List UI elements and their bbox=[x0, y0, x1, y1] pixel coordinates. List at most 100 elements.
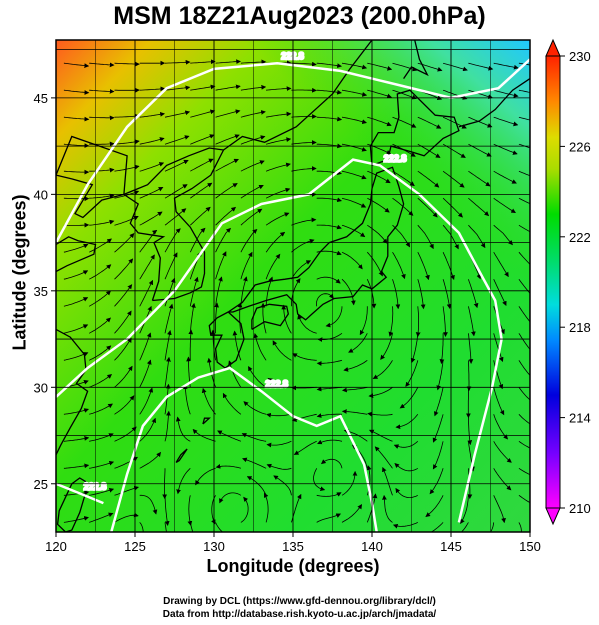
streamline bbox=[493, 333, 504, 363]
streamline bbox=[215, 206, 237, 226]
streamline bbox=[490, 522, 495, 532]
streamline bbox=[89, 238, 112, 253]
streamline bbox=[248, 365, 267, 388]
streamline bbox=[114, 337, 132, 361]
streamline bbox=[240, 160, 265, 172]
streamline bbox=[240, 110, 266, 118]
coastlines bbox=[56, 40, 530, 532]
streamline bbox=[468, 333, 474, 364]
streamline bbox=[436, 360, 444, 391]
streamline bbox=[439, 333, 445, 365]
streamline bbox=[215, 59, 241, 65]
streamline bbox=[291, 260, 312, 280]
x-tick-label: 150 bbox=[519, 539, 541, 554]
streamline bbox=[291, 413, 317, 422]
streamline bbox=[368, 429, 393, 442]
streamline bbox=[164, 495, 170, 526]
streamline bbox=[215, 84, 241, 91]
streamline bbox=[164, 383, 171, 415]
streamline bbox=[164, 184, 188, 199]
streamline bbox=[139, 387, 154, 415]
streamline bbox=[392, 89, 417, 100]
streamline bbox=[215, 251, 227, 280]
streamline bbox=[417, 279, 426, 310]
streamline bbox=[89, 488, 115, 496]
streamline bbox=[139, 451, 161, 469]
streamline bbox=[468, 62, 494, 71]
x-tick-label: 140 bbox=[361, 539, 383, 554]
streamline bbox=[442, 89, 468, 100]
streamline bbox=[89, 115, 115, 121]
streamline bbox=[316, 413, 343, 418]
contour-label: 222.8 bbox=[281, 51, 304, 61]
streamline bbox=[114, 395, 135, 415]
streamline bbox=[265, 137, 292, 145]
streamline bbox=[242, 457, 267, 469]
streamline bbox=[518, 197, 530, 205]
streamline bbox=[240, 59, 267, 65]
streamline bbox=[316, 224, 342, 230]
y-axis-label: Latitude (degrees) bbox=[9, 194, 30, 351]
streamline bbox=[493, 387, 505, 416]
streamline bbox=[139, 162, 165, 172]
streamline bbox=[417, 116, 442, 129]
streamline bbox=[395, 414, 419, 430]
figure-title: MSM 18Z21Aug2023 (200.0hPa) bbox=[113, 2, 486, 30]
streamline bbox=[518, 224, 530, 233]
streamline bbox=[63, 463, 90, 469]
streamline bbox=[468, 306, 476, 337]
streamline bbox=[139, 494, 158, 515]
streamline bbox=[341, 224, 366, 238]
x-axis-ticks: 120 125 130 135 140 145 150 bbox=[45, 532, 541, 554]
streamline bbox=[291, 61, 317, 67]
streamline bbox=[317, 332, 343, 343]
streamline bbox=[417, 170, 440, 188]
colorbar-top-triangle bbox=[545, 38, 561, 57]
streamline bbox=[342, 386, 368, 393]
streamline bbox=[253, 333, 267, 361]
streamline bbox=[518, 333, 530, 350]
streamline bbox=[89, 62, 115, 68]
streamline bbox=[89, 512, 114, 523]
streamline bbox=[382, 494, 393, 523]
streamline bbox=[291, 217, 317, 226]
streamline bbox=[518, 62, 530, 66]
colorbar-ticks: 210 214 218 222 226 230 bbox=[560, 49, 591, 516]
streamline bbox=[240, 184, 264, 199]
streamline bbox=[291, 140, 317, 145]
streamline bbox=[367, 116, 392, 127]
streamline bbox=[63, 490, 90, 496]
streamline bbox=[392, 279, 401, 310]
streamline bbox=[493, 116, 519, 127]
coast-taiwan bbox=[56, 477, 87, 532]
streamline bbox=[367, 89, 392, 99]
streamline bbox=[432, 414, 444, 443]
streamline bbox=[190, 182, 213, 199]
colorbar-tick-label: 214 bbox=[569, 411, 591, 426]
contour-label: 222.8 bbox=[84, 481, 107, 491]
colorbar-tick-label: 218 bbox=[569, 320, 591, 335]
streamline bbox=[190, 109, 216, 118]
streamline bbox=[425, 495, 444, 517]
streamline bbox=[139, 187, 164, 199]
contour-label: 222.8 bbox=[384, 153, 407, 163]
coast-honshu bbox=[227, 166, 405, 321]
streamline bbox=[215, 276, 223, 307]
streamline bbox=[266, 86, 292, 92]
streamline bbox=[468, 279, 479, 309]
contour-line bbox=[56, 158, 503, 523]
streamline bbox=[291, 166, 317, 172]
streamline bbox=[139, 417, 157, 442]
streamline bbox=[240, 496, 249, 523]
streamline bbox=[182, 384, 191, 415]
streamline bbox=[281, 304, 292, 334]
streamline bbox=[468, 116, 493, 128]
streamline bbox=[341, 170, 367, 180]
streamline bbox=[291, 238, 315, 253]
streamline bbox=[468, 197, 490, 217]
streamline bbox=[264, 492, 269, 523]
streamline bbox=[493, 224, 513, 246]
streamline bbox=[341, 470, 358, 496]
streamline bbox=[266, 440, 292, 448]
streamline bbox=[518, 116, 530, 121]
